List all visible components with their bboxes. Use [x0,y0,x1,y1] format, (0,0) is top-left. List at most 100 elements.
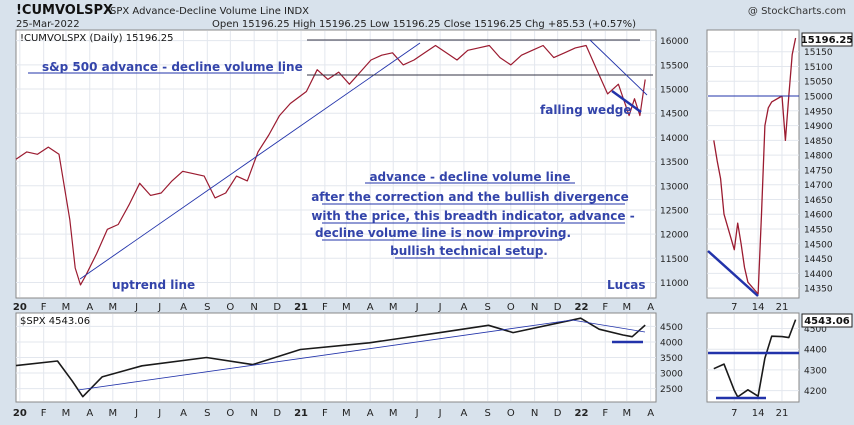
main-detail-y-tick-label: 14600 [804,211,833,221]
main-legend: !CUMVOLSPX (Daily) 15196.25 [20,33,173,44]
main-y-tick-label: 11500 [660,255,689,265]
main-last-value-box [801,32,853,47]
low-label: Low [370,19,390,30]
main-detail-series-line [713,37,797,295]
lower-x-tick-label: A [461,408,468,419]
chart-date: 25-Mar-2022 [16,19,80,30]
main-detail-y-tick-label: 15100 [804,63,833,73]
main-detail-y-tick-label: 14800 [804,152,833,162]
main-x-tick-label: F [41,302,47,313]
lower-x-tick-label: M [342,408,351,419]
main-detail-y-tick-label: 14450 [804,255,833,265]
main-x-tick-label: 21 [294,302,308,313]
main-x-tick-label: N [531,302,538,313]
lower-x-tick-label: F [322,408,328,419]
main-y-tick-label: 13500 [660,158,689,168]
main-detail-y-tick-label: 14900 [804,122,833,132]
lower-x-tick-label: A [367,408,374,419]
lower-x-tick-label: N [250,408,257,419]
lower-legend: $SPX 4543.06 [20,316,90,327]
open-label: Open [212,19,239,30]
main-detail-x-tick-label: 21 [776,302,789,313]
main-y-tick-label: 15000 [660,86,689,96]
main-x-tick-label: M [62,302,71,313]
detail-series-layer [713,37,797,398]
lower-series-layer [15,317,646,398]
main-x-tick-label: J [134,302,138,313]
main-detail-y-tick-label: 14700 [804,181,833,191]
comment-line-4: decline volume line is now improving. [315,226,571,240]
main-x-tick-label: A [461,302,468,313]
lower-y-tick-label: 3000 [660,370,683,380]
comment-line-5: bullish technical setup. [390,244,548,258]
main-detail-y-tick-label: 14550 [804,226,833,236]
high-label: High [293,19,316,30]
lower-x-tick-label: M [389,408,398,419]
lower-x-tick-label: S [485,408,491,419]
lower-x-tick-label: J [157,408,161,419]
main-x-tick-label: D [273,302,281,313]
lower-y-tick-label: 3500 [660,354,683,364]
wedge-upper-line [589,39,648,96]
lower-x-tick-label: M [622,408,631,419]
spx-wedge-line [571,319,646,333]
lower-detail-x-tick-label: 21 [776,408,789,419]
lower-detail-y-tick-label: 4500 [804,325,827,335]
main-x-tick-label: O [507,302,515,313]
main-x-tick-label: F [322,302,328,313]
lower-y-tick-label: 4500 [660,323,683,333]
main-series-layer [15,44,646,286]
lower-x-tick-label: A [86,408,93,419]
symbol-title: !CUMVOLSPX [16,3,113,18]
watermark: @ StockCharts.com [748,6,846,17]
chg-label: Chg [525,19,545,30]
annotation-title: s&p 500 advance - decline volume line [42,60,303,74]
main-detail-y-tick-label: 14500 [804,240,833,250]
main-detail-y-tick-label: 14400 [804,270,833,280]
main-y-tick-label: 16000 [660,37,689,47]
main-y-tick-label: 15500 [660,61,689,71]
lower-x-tick-label: 21 [294,408,308,419]
high-value: 15196.25 [319,19,367,30]
lower-x-tick-label: J [415,408,419,419]
symbol-description: SPX Advance-Decline Volume Line INDX [110,6,309,17]
main-detail-y-tick-label: 14950 [804,107,833,117]
lower-last-value: 4543.06 [804,316,850,327]
main-detail-y-tick-label: 15150 [804,48,833,58]
lower-x-tick-label: D [554,408,562,419]
comment-line-2: after the correction and the bullish div… [311,190,629,204]
chg-value: +85.53 (+0.57%) [548,19,636,30]
main-y-tick-label: 12000 [660,231,689,241]
lower-x-tick-label: N [531,408,538,419]
main-detail-y-tick-label: 14750 [804,166,833,176]
main-detail-panel [706,29,800,299]
wedge-lower-line [611,89,642,114]
lower-detail-y-tick-label: 4300 [804,366,827,376]
lower-x-tick-label: M [62,408,71,419]
main-y-tick-label: 12500 [660,206,689,216]
main-x-tick-label: J [415,302,419,313]
main-x-tick-label: A [86,302,93,313]
main-x-tick-label: A [180,302,187,313]
uptrend-line [79,42,421,280]
main-last-value: 15196.25 [801,35,854,46]
main-x-tick-label: S [204,302,210,313]
lower-y-tick-label: 4000 [660,338,683,348]
main-x-tick-label: N [250,302,257,313]
annotation-wedge: falling wedge [540,103,632,117]
lower-detail-x-tick-label: 14 [752,408,765,419]
main-y-tick-label: 11000 [660,279,689,289]
main-detail-y-tick-label: 14850 [804,137,833,147]
detail-wedge-line [707,250,759,297]
low-value: 15196.25 [393,19,441,30]
lower-detail-x-tick-label: 7 [731,408,737,419]
axis-labels: 20 F M A M J J A S O N D 21 F M A M J J A S O N D 22 F M A 11000 1150… [13,37,833,419]
lower-x-tick-label: M [108,408,117,419]
lower-detail-y-tick-label: 4400 [804,346,827,356]
lower-x-tick-label: J [134,408,138,419]
main-y-tick-label: 14000 [660,134,689,144]
lower-x-tick-label: O [507,408,515,419]
lower-x-tick-label: F [602,408,608,419]
